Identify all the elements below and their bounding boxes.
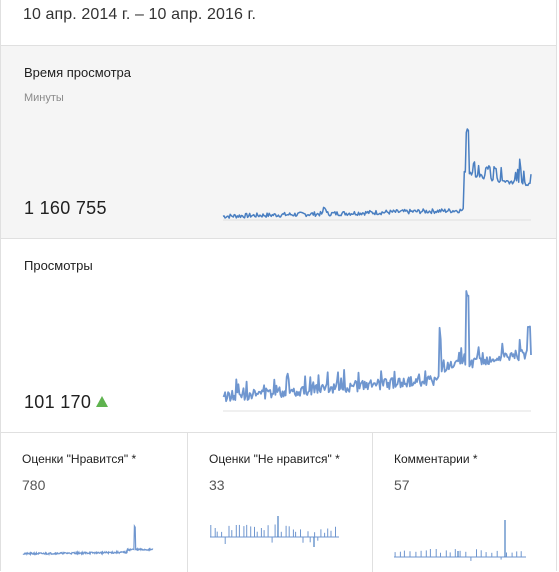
dislikes-sparkline (210, 516, 339, 547)
comments-title: Комментарии * (394, 452, 478, 466)
views-series-line (222, 290, 532, 403)
dislikes-card[interactable]: Оценки "Не нравится" * 33 (187, 433, 372, 572)
comments-card[interactable]: Комментарии * 57 (372, 433, 558, 572)
likes-series-line (22, 523, 154, 557)
watch-time-title: Время просмотра (24, 65, 132, 80)
comments-sparkline (394, 520, 526, 561)
views-card[interactable]: Просмотры 101 170 (1, 238, 556, 432)
likes-title: Оценки "Нравится" * (22, 452, 137, 466)
comments-value: 57 (394, 477, 410, 493)
likes-sparkline (22, 523, 154, 557)
dislikes-title: Оценки "Не нравится" * (209, 452, 340, 466)
watch-time-value: 1 160 755 (24, 198, 107, 218)
date-range: 10 апр. 2014 г. – 10 апр. 2016 г. (23, 6, 257, 23)
watch-time-sparkline (222, 128, 532, 221)
comments-bars (394, 520, 522, 561)
metrics-row: Оценки "Нравится" * 780 Оценки "Не нрави… (1, 432, 556, 572)
dislikes-value: 33 (209, 477, 225, 493)
views-value-row: 101 170 (24, 392, 109, 413)
likes-value: 780 (22, 477, 46, 493)
likes-card[interactable]: Оценки "Нравится" * 780 (1, 433, 187, 572)
dislikes-bars (210, 516, 336, 547)
views-value: 101 170 (24, 392, 92, 412)
watch-time-card[interactable]: Время просмотра Минуты 1 160 755 (1, 45, 556, 238)
trend-up-icon (96, 396, 109, 407)
views-sparkline (222, 290, 532, 412)
views-title: Просмотры (24, 258, 93, 273)
watch-time-unit: Минуты (24, 92, 64, 104)
watch-time-series-line (222, 128, 532, 219)
